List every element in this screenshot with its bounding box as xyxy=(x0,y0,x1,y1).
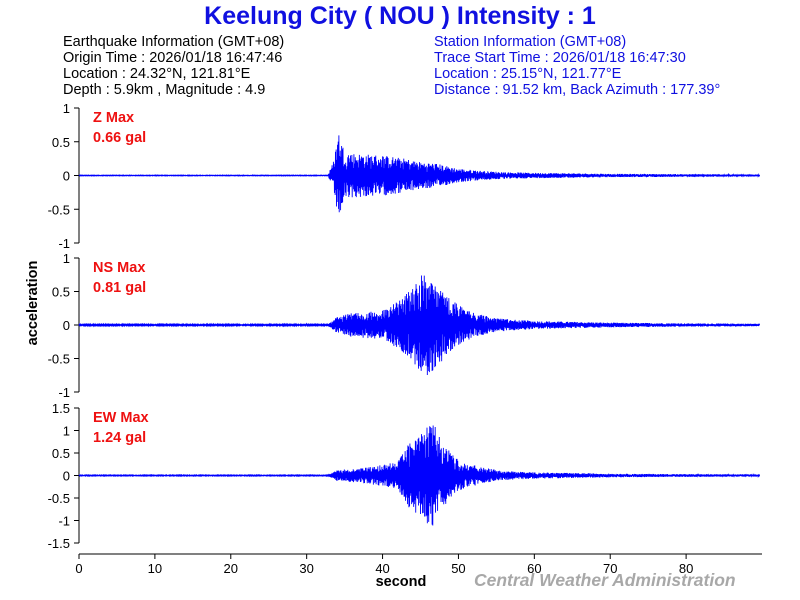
station-info: Station Information (GMT+08) Trace Start… xyxy=(434,34,720,98)
chart-title: Keelung City ( NOU ) Intensity : 1 xyxy=(204,2,596,30)
origin-time: Origin Time : 2026/01/18 16:47:46 xyxy=(63,50,283,66)
max-label: EW Max xyxy=(93,410,149,426)
x-tick-label: 20 xyxy=(224,561,238,576)
y-tick-label: 0.5 xyxy=(52,285,70,300)
y-tick-label: 0 xyxy=(63,169,70,184)
y-tick-label: 0.5 xyxy=(52,135,70,150)
y-tick-label: -0.5 xyxy=(48,202,70,217)
x-tick-label: 80 xyxy=(679,561,693,576)
y-tick-label: -1.5 xyxy=(48,536,70,551)
y-tick-label: -1 xyxy=(58,514,70,529)
earthquake-info: Earthquake Information (GMT+08) Origin T… xyxy=(63,34,284,98)
earthquake-info-heading: Earthquake Information (GMT+08) xyxy=(63,34,285,50)
max-label: Z Max xyxy=(93,110,134,126)
x-tick-label: 30 xyxy=(299,561,313,576)
x-tick-label: 50 xyxy=(451,561,465,576)
y-tick-label: -0.5 xyxy=(48,491,70,506)
max-value: 0.66 gal xyxy=(93,130,146,146)
y-tick-label: 0.5 xyxy=(52,446,70,461)
max-value: 0.81 gal xyxy=(93,280,146,296)
waveform-trace xyxy=(78,135,761,213)
depth-magnitude: Depth : 5.9km , Magnitude : 4.9 xyxy=(63,82,266,98)
y-tick-label: 1 xyxy=(63,251,70,266)
y-tick-label: 0 xyxy=(63,318,70,333)
y-tick-label: 1 xyxy=(63,424,70,439)
x-tick-label: 60 xyxy=(527,561,541,576)
epicenter-location: Location : 24.32°N, 121.81°E xyxy=(63,66,251,82)
x-axis-label: second xyxy=(376,574,427,590)
station-location: Location : 25.15°N, 121.77°E xyxy=(434,66,622,82)
agency-credit: Central Weather Administration xyxy=(474,570,736,590)
y-tick-label: -1 xyxy=(58,385,70,400)
x-tick-label: 70 xyxy=(603,561,617,576)
trace-start-time: Trace Start Time : 2026/01/18 16:47:30 xyxy=(434,50,686,66)
y-axis-label: acceleration xyxy=(25,261,41,346)
max-value: 1.24 gal xyxy=(93,430,146,446)
max-label: NS Max xyxy=(93,260,145,276)
y-tick-label: 0 xyxy=(63,469,70,484)
waveform-trace xyxy=(78,275,761,376)
y-tick-label: 1 xyxy=(63,101,70,116)
station-info-heading: Station Information (GMT+08) xyxy=(434,34,627,50)
x-tick-label: 0 xyxy=(75,561,82,576)
waveform-trace xyxy=(78,425,761,526)
distance-azimuth: Distance : 91.52 km, Back Azimuth : 177.… xyxy=(434,82,721,98)
y-tick-label: -1 xyxy=(58,236,70,251)
y-tick-label: 1.5 xyxy=(52,401,70,416)
x-tick-label: 40 xyxy=(375,561,389,576)
x-tick-label: 10 xyxy=(148,561,162,576)
y-tick-label: -0.5 xyxy=(48,352,70,367)
